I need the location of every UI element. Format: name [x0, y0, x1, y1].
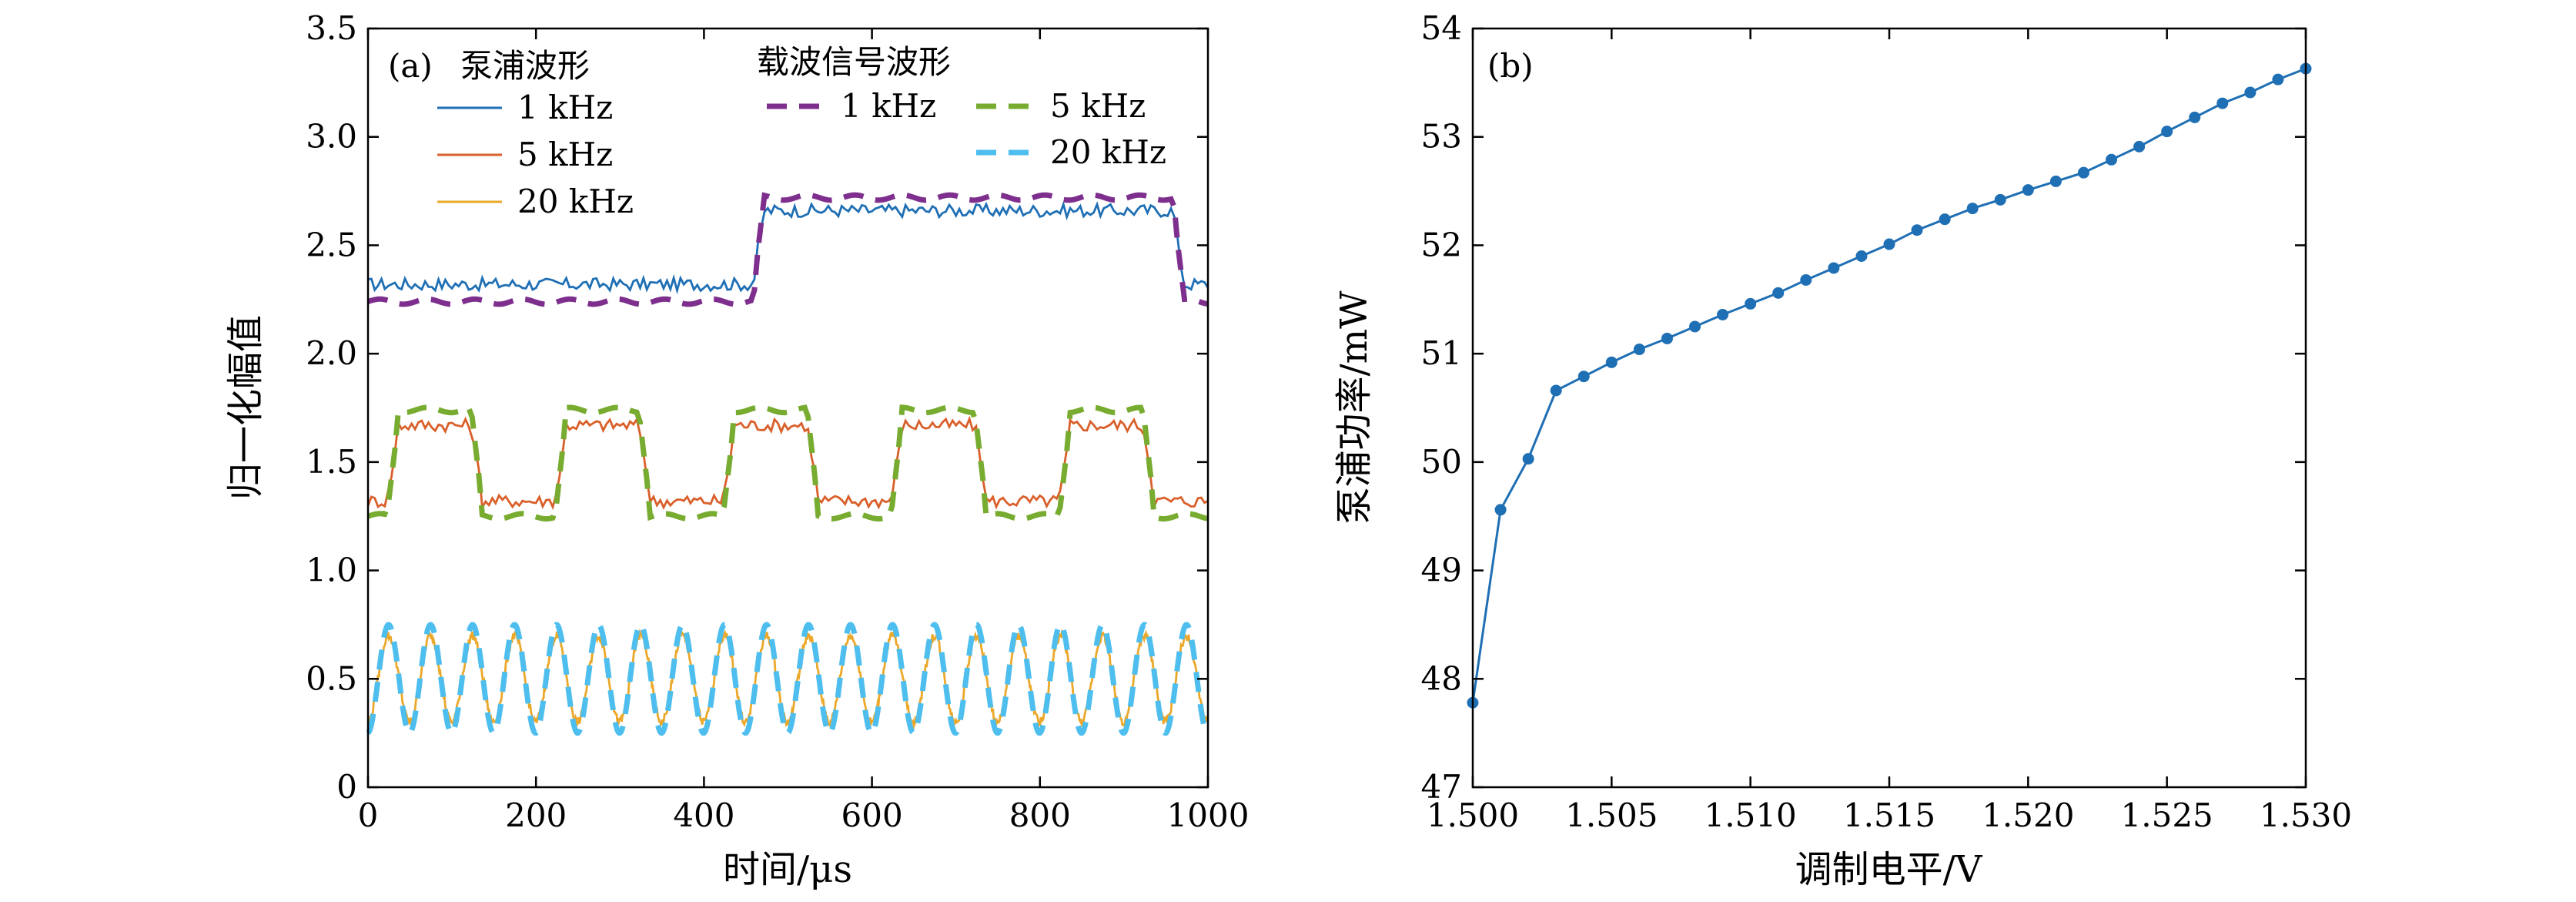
panel-a-ytick-label: 0 [336, 768, 357, 806]
panel-b-xtick-label: 1.525 [2121, 796, 2213, 834]
panel-a-chart: 0 200 400 600 800 100000.51.01.52.02.53.03.5 … [224, 9, 1249, 891]
series-line-carrier-1khz [366, 192, 1209, 307]
panel-b-data-point [2049, 175, 2062, 187]
panel-b-xtick-label: 1.515 [1843, 796, 1935, 834]
panel-a-label: (a) [388, 47, 433, 85]
panel-a-xtick-label: 400 [673, 796, 734, 834]
panel-b-data-point [2161, 126, 2173, 138]
panel-a-ytick-label: 2.0 [306, 334, 357, 372]
panel-b-data-point [1605, 356, 1618, 368]
panel-b-ytick-label: 51 [1421, 334, 1462, 372]
panel-b-ytick-label: 54 [1421, 9, 1462, 47]
panel-a-xtick-label: 1000 [1167, 796, 1250, 834]
panel-b-chart: 1.500 1.505 1.510 1.515 1.520 1.525 1.530 47 48 4… [1333, 9, 2352, 891]
legend-label-carrier: 20 kHz [1050, 133, 1166, 171]
series-line-carrier-5khz [366, 404, 1209, 522]
series-line-carrier-20khz [366, 622, 1209, 736]
panel-b-plot-frame [1471, 27, 2307, 789]
panel-b-data-point [2244, 86, 2257, 99]
panel-b-data-point [1939, 213, 1951, 226]
panel-b-xtick-label: 1.520 [1982, 796, 2074, 834]
panel-a-ytick-label: 2.5 [306, 226, 357, 263]
legend-label-pump: 20 kHz [517, 183, 634, 220]
panel-b-xtick-label: 1.505 [1565, 796, 1658, 834]
panel-b-data-point [1966, 203, 1979, 215]
panel-b-data-point [1522, 453, 1534, 465]
panel-a-ytick-label: 0.5 [306, 659, 357, 697]
panel-a-xlabel: 时间/μs [723, 848, 852, 891]
series-line-pump-20khz [366, 628, 1209, 730]
legend-group-pump-title: 泵浦波形 [460, 47, 590, 85]
panel-a-xtick-label: 800 [1009, 796, 1071, 834]
panel-a-xtick-label: 600 [841, 796, 903, 834]
panel-b-data-point [1494, 504, 1507, 516]
panel-b-data-point [1717, 308, 1729, 320]
panel-a-legend: 1 kHz 5 kHz 20 kHz 1 kHz 5 kHz 20 kHz [437, 87, 1166, 220]
panel-b-data-point [1994, 193, 2006, 206]
panel-b-data-point [2133, 140, 2146, 153]
panel-b-data-point [1883, 238, 1895, 250]
series-line-pump-5khz [366, 415, 1209, 511]
panel-a-plot-frame [366, 27, 1209, 789]
panel-a-series-layer [366, 192, 1209, 736]
panel-b-ytick-label: 48 [1421, 659, 1462, 697]
panel-b-data-point [2077, 166, 2089, 179]
panel-b-ytick-label: 47 [1421, 768, 1462, 806]
panel-b-data-point [2106, 153, 2118, 166]
panel-b-data-point [1689, 320, 1701, 333]
panel-a-xtick-label: 200 [505, 796, 567, 834]
panel-a-ytick-label: 1.5 [306, 443, 357, 481]
legend-label-pump: 1 kHz [517, 89, 613, 126]
panel-a-ytick-label: 1.0 [306, 552, 357, 589]
panel-b-ytick-label: 52 [1421, 226, 1462, 263]
legend-label-carrier: 1 kHz [841, 87, 936, 125]
panel-b-data-point [1745, 297, 1757, 310]
panel-b-data-point [2216, 97, 2229, 109]
panel-b-ylabel: 泵浦功率/mW [1333, 290, 1376, 525]
panel-b-data-point [1633, 344, 1645, 356]
panel-a-ticks: 0 200 400 600 800 1000 0 0.5 1.0 1.5 2.0 2.5 3.0 3.5 [306, 9, 1249, 834]
panel-b-data-point [2189, 111, 2201, 123]
panel-b-data-point [1911, 224, 1923, 236]
panel-a-ylabel: 归一化幅值 [224, 315, 267, 500]
panel-b-ytick-label: 50 [1421, 443, 1462, 481]
panel-b-xtick-label: 1.500 [1427, 796, 1519, 834]
panel-b-series-line [1471, 67, 2307, 703]
panel-b-data-point [1577, 371, 1590, 383]
panel-b-data-point [1661, 332, 1673, 344]
panel-a-ytick-label: 3.5 [306, 9, 357, 47]
series-line-pump-1khz [367, 200, 1209, 295]
panel-b-xtick-label: 1.510 [1705, 796, 1797, 834]
panel-a-xtick-label: 0 [358, 796, 379, 834]
panel-b-data-point [2022, 184, 2034, 196]
panel-b-ytick-label: 49 [1421, 552, 1462, 589]
panel-b-data-point [1800, 273, 1812, 286]
panel-b-data-point [1855, 250, 1868, 262]
panel-b-xlabel: 调制电平/V [1795, 848, 1983, 891]
panel-b-data-point [1550, 384, 1562, 397]
legend-label-carrier: 5 kHz [1050, 87, 1146, 125]
legend-group-carrier-title: 载波信号波形 [757, 43, 951, 81]
panel-b-label: (b) [1487, 47, 1534, 85]
panel-b-data-point [1828, 262, 1840, 274]
panel-b-data-point [2272, 73, 2284, 86]
panel-b-xtick-label: 1.530 [2260, 796, 2352, 834]
panel-a-ytick-label: 3.0 [306, 118, 357, 156]
panel-b-ytick-label: 53 [1421, 118, 1462, 156]
legend-label-pump: 5 kHz [517, 136, 613, 173]
panel-b-ticks: 1.500 1.505 1.510 1.515 1.520 1.525 1.530 47 48 4… [1421, 9, 2353, 834]
panel-b-series-layer [1467, 62, 2312, 709]
panel-b-data-point [1772, 287, 1785, 299]
